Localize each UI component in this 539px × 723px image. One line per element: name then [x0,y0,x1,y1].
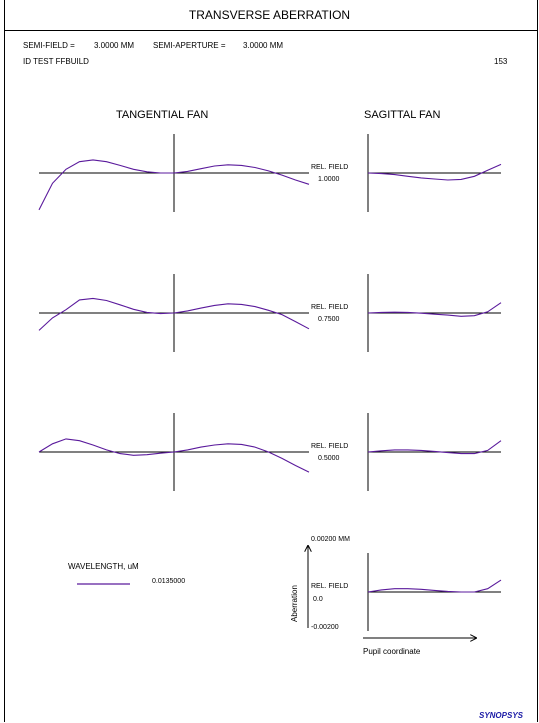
sagittal-curve [367,440,502,455]
rel-field-label: REL. FIELD [311,164,349,171]
sagittal-fan-title: SAGITTAL FAN [364,109,441,121]
rel-field-label: REL. FIELD [311,583,349,590]
rel-field-value: 0.7500 [318,316,340,323]
legend-title: WAVELENGTH, uM [68,562,139,571]
sagittal-curve [367,302,502,317]
semi-aperture-label: SEMI-APERTURE = [153,41,226,50]
rel-field-label: REL. FIELD [311,304,349,311]
scale-top: 0.00200 MM [311,536,350,543]
x-axis-label: Pupil coordinate [363,647,421,656]
sagittal-curve [367,163,502,181]
semi-field-value: 3.0000 MM [94,41,135,50]
brand-logo: SYNOPSYS [478,711,523,720]
tangential-curve [38,159,310,211]
tangential-curve [38,438,310,473]
tangential-curve [38,297,310,331]
title-bar [4,0,538,31]
scale-field-value: 0.0 [313,596,323,603]
sagittal-curve [367,579,502,593]
semi-field-label: SEMI-FIELD = [23,41,75,50]
chart-title: TRANSVERSE ABERRATION [188,8,351,22]
semi-aperture-value: 3.0000 MM [243,41,284,50]
tangential-fan-title: TANGENTIAL FAN [116,109,209,121]
rel-field-label: REL. FIELD [311,443,349,450]
legend-entry-label: 0.0135000 [152,578,186,585]
y-axis-label: Aberration [290,585,299,622]
rel-field-value: 1.0000 [318,176,340,183]
page-frame [4,0,538,722]
rel-field-value: 0.5000 [318,455,340,462]
page-number: 153 [494,57,508,66]
id-text: ID TEST FFBUILD [23,57,89,66]
scale-bottom: -0.00200 [311,624,339,631]
